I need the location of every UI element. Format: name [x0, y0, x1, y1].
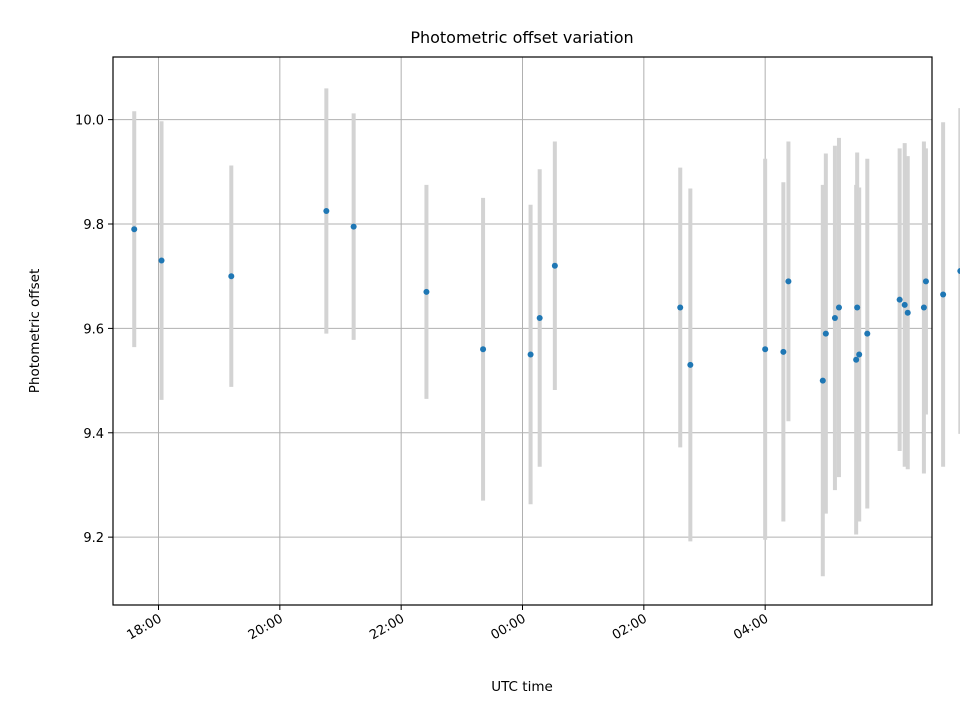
y-tick-label: 9.8	[83, 218, 104, 233]
data-point	[854, 304, 861, 311]
data-point	[785, 278, 792, 285]
data-point	[131, 226, 138, 233]
data-point	[762, 346, 769, 353]
data-point	[228, 273, 235, 280]
data-point	[922, 278, 929, 285]
data-point	[423, 288, 430, 295]
y-tick-label: 9.6	[83, 322, 104, 337]
data-point	[323, 207, 330, 214]
data-point	[904, 309, 911, 316]
data-point	[480, 346, 487, 353]
data-point	[350, 223, 357, 230]
y-tick-label: 9.2	[83, 531, 104, 546]
data-point	[831, 314, 838, 321]
y-axis-ticks: 9.2 9.4 9.6 9.8 10.0	[75, 114, 113, 546]
y-tick-label: 9.4	[83, 427, 104, 442]
data-point	[853, 356, 860, 363]
data-point	[687, 361, 694, 368]
data-point	[819, 377, 826, 384]
data-point	[158, 257, 165, 264]
data-point	[677, 304, 684, 311]
data-point	[835, 304, 842, 311]
data-point	[856, 351, 863, 358]
data-point	[901, 301, 908, 308]
data-points	[131, 207, 960, 384]
grid	[113, 57, 932, 605]
data-point	[551, 262, 558, 269]
chart-title: Photometric offset variation	[410, 28, 633, 47]
data-point	[822, 330, 829, 337]
data-point	[940, 291, 947, 298]
data-point	[527, 351, 534, 358]
data-point	[896, 296, 903, 303]
y-tick-label: 10.0	[75, 114, 104, 129]
data-point	[864, 330, 871, 337]
data-point	[920, 304, 927, 311]
data-point	[780, 348, 787, 355]
data-point	[957, 267, 960, 274]
y-axis-label: Photometric offset	[27, 269, 43, 393]
x-axis-label: UTC time	[491, 679, 553, 695]
data-point	[536, 314, 543, 321]
